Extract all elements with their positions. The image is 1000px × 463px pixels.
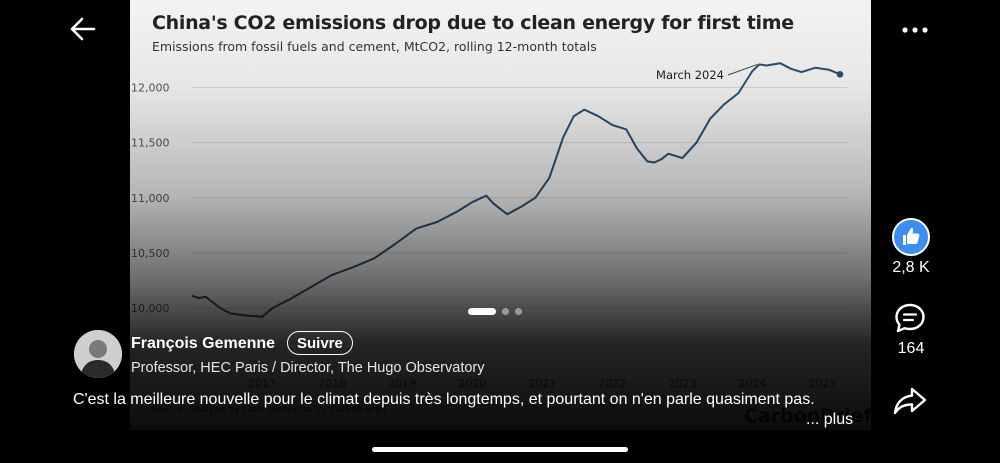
x-tick-label: 2017 [248, 377, 276, 390]
series-line [191, 62, 841, 318]
home-indicator[interactable] [372, 447, 628, 452]
like-count[interactable]: 2,8 K [892, 259, 930, 276]
x-tick-label: 2018 [318, 377, 346, 390]
x-tick-label: 2025 [808, 377, 836, 390]
see-more-link[interactable]: ... plus [806, 411, 854, 428]
author-name[interactable]: François Gemenne [131, 335, 276, 352]
y-tick-label: 12,000 [131, 82, 170, 95]
x-tick-label: 2024 [738, 377, 766, 390]
series-end-point [836, 71, 844, 78]
follow-button[interactable]: Suivre [287, 331, 353, 355]
thumbs-up-icon[interactable] [892, 218, 930, 256]
x-tick-label: 2020 [458, 377, 486, 390]
y-tick-label: 10,500 [131, 247, 170, 260]
y-tick-label: 11,000 [131, 192, 170, 205]
carousel-dot-3[interactable] [515, 308, 522, 315]
comment-count[interactable]: 164 [897, 340, 925, 357]
y-tick-label: 10,000 [131, 302, 170, 315]
y-tick-label: 11,500 [131, 137, 170, 150]
author-headline: Professor, HEC Paris / Director, The Hug… [131, 360, 485, 376]
carousel-dot-1[interactable] [468, 308, 496, 315]
author-avatar[interactable] [74, 330, 122, 378]
x-tick-label: 2022 [598, 377, 626, 390]
share-icon[interactable] [892, 385, 928, 417]
x-tick-label: 2023 [668, 377, 696, 390]
x-tick-label: 2019 [388, 377, 416, 390]
carousel-dot-2[interactable] [502, 308, 509, 315]
carousel-indicator [468, 308, 522, 315]
x-tick-label: 2021 [528, 377, 556, 390]
post-caption[interactable]: C'est la meilleure nouvelle pour le clim… [73, 391, 815, 408]
comment-icon[interactable] [893, 302, 927, 334]
more-options-icon[interactable] [900, 18, 930, 38]
annotation-label: March 2024 [656, 68, 724, 82]
back-arrow-icon[interactable] [66, 14, 100, 44]
